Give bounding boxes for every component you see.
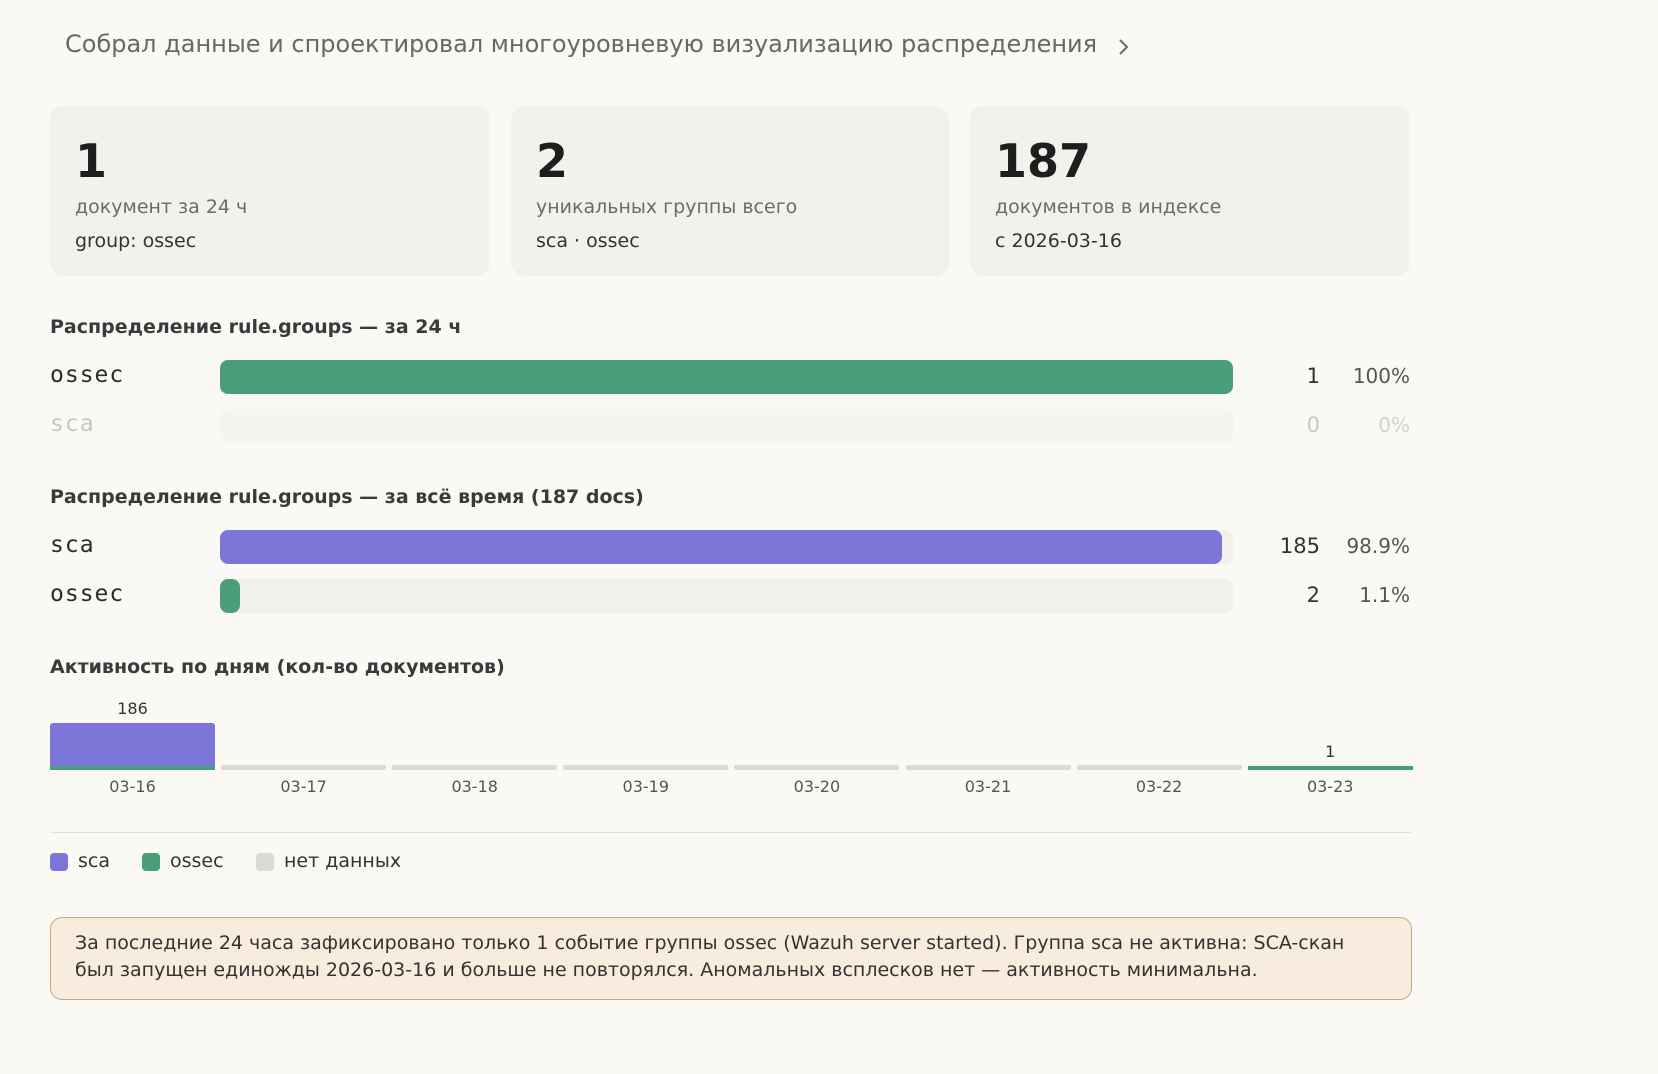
no-data-bar bbox=[563, 765, 729, 770]
stat-card: 2 уникальных группы всего sca · ossec bbox=[511, 106, 949, 276]
bar bbox=[220, 579, 240, 613]
chart-title: Активность по дням (кол-во документов) bbox=[50, 656, 505, 678]
no-data-bar bbox=[221, 765, 387, 770]
x-tick-label: 03-20 bbox=[793, 777, 841, 796]
bar-segment bbox=[50, 766, 215, 770]
section-title: Распределение rule.groups — за всё время… bbox=[50, 486, 644, 508]
stat-label: документов в индексе bbox=[995, 196, 1222, 218]
bar-track bbox=[220, 530, 1233, 564]
x-tick-label: 03-19 bbox=[622, 777, 670, 796]
row-count: 185 bbox=[1279, 534, 1320, 558]
stat-value: 2 bbox=[536, 134, 569, 188]
stat-label: уникальных группы всего bbox=[536, 196, 798, 218]
stat-value: 1 bbox=[75, 134, 108, 188]
bar-track bbox=[220, 579, 1233, 613]
row-percent: 1.1% bbox=[1359, 583, 1410, 607]
row-count: 1 bbox=[1306, 364, 1320, 388]
section-title: Распределение rule.groups — за 24 ч bbox=[50, 316, 462, 338]
stat-card: 1 документ за 24 ч group: ossec bbox=[50, 106, 490, 276]
legend-swatch bbox=[256, 853, 274, 871]
stat-label: документ за 24 ч bbox=[75, 196, 248, 218]
bar-track bbox=[220, 360, 1233, 394]
x-tick-label: 03-21 bbox=[964, 777, 1012, 796]
header-title: Собрал данные и спроектировал многоуровн… bbox=[65, 30, 1098, 58]
chevron-icon bbox=[1119, 39, 1129, 55]
row-percent: 0% bbox=[1378, 413, 1410, 437]
x-tick-label: 03-23 bbox=[1306, 777, 1354, 796]
stat-card: 187 документов в индексе с 2026-03-16 bbox=[970, 106, 1410, 276]
row-label: sca bbox=[50, 411, 95, 437]
x-tick-label: 03-18 bbox=[451, 777, 498, 796]
stat-note: с 2026-03-16 bbox=[995, 230, 1122, 252]
row-count: 0 bbox=[1306, 413, 1320, 437]
no-data-bar bbox=[1076, 765, 1242, 770]
row-percent: 98.9% bbox=[1346, 534, 1410, 558]
value-label: 186 bbox=[117, 699, 148, 719]
row-label: ossec bbox=[50, 362, 125, 388]
bar bbox=[220, 530, 1222, 564]
legend-swatch bbox=[142, 853, 160, 871]
x-tick-label: 03-17 bbox=[280, 777, 327, 796]
bar-track bbox=[220, 409, 1233, 443]
bar-segment bbox=[1247, 766, 1413, 770]
x-tick-label: 03-22 bbox=[1135, 777, 1183, 796]
legend-label: ossec bbox=[170, 850, 224, 872]
value-label: 1 bbox=[1325, 742, 1336, 761]
row-count: 2 bbox=[1306, 583, 1320, 607]
stat-note: sca · ossec bbox=[536, 230, 640, 252]
legend-label: нет данных bbox=[284, 850, 402, 872]
bar bbox=[220, 360, 1233, 394]
row-label: sca bbox=[50, 532, 95, 558]
row-percent: 100% bbox=[1352, 364, 1410, 388]
legend-label: sca bbox=[78, 850, 110, 872]
summary-note: За последние 24 часа зафиксировано тольк… bbox=[50, 917, 1412, 1000]
bar-segment bbox=[50, 723, 215, 766]
legend-swatch bbox=[50, 853, 68, 871]
stat-note: group: ossec bbox=[75, 230, 197, 252]
row-label: ossec bbox=[50, 581, 125, 607]
divider bbox=[50, 832, 1411, 833]
no-data-bar bbox=[392, 765, 558, 770]
stat-value: 187 bbox=[995, 134, 1092, 188]
x-tick-label: 03-16 bbox=[109, 777, 156, 796]
no-data-bar bbox=[905, 765, 1071, 770]
no-data-bar bbox=[734, 765, 900, 770]
